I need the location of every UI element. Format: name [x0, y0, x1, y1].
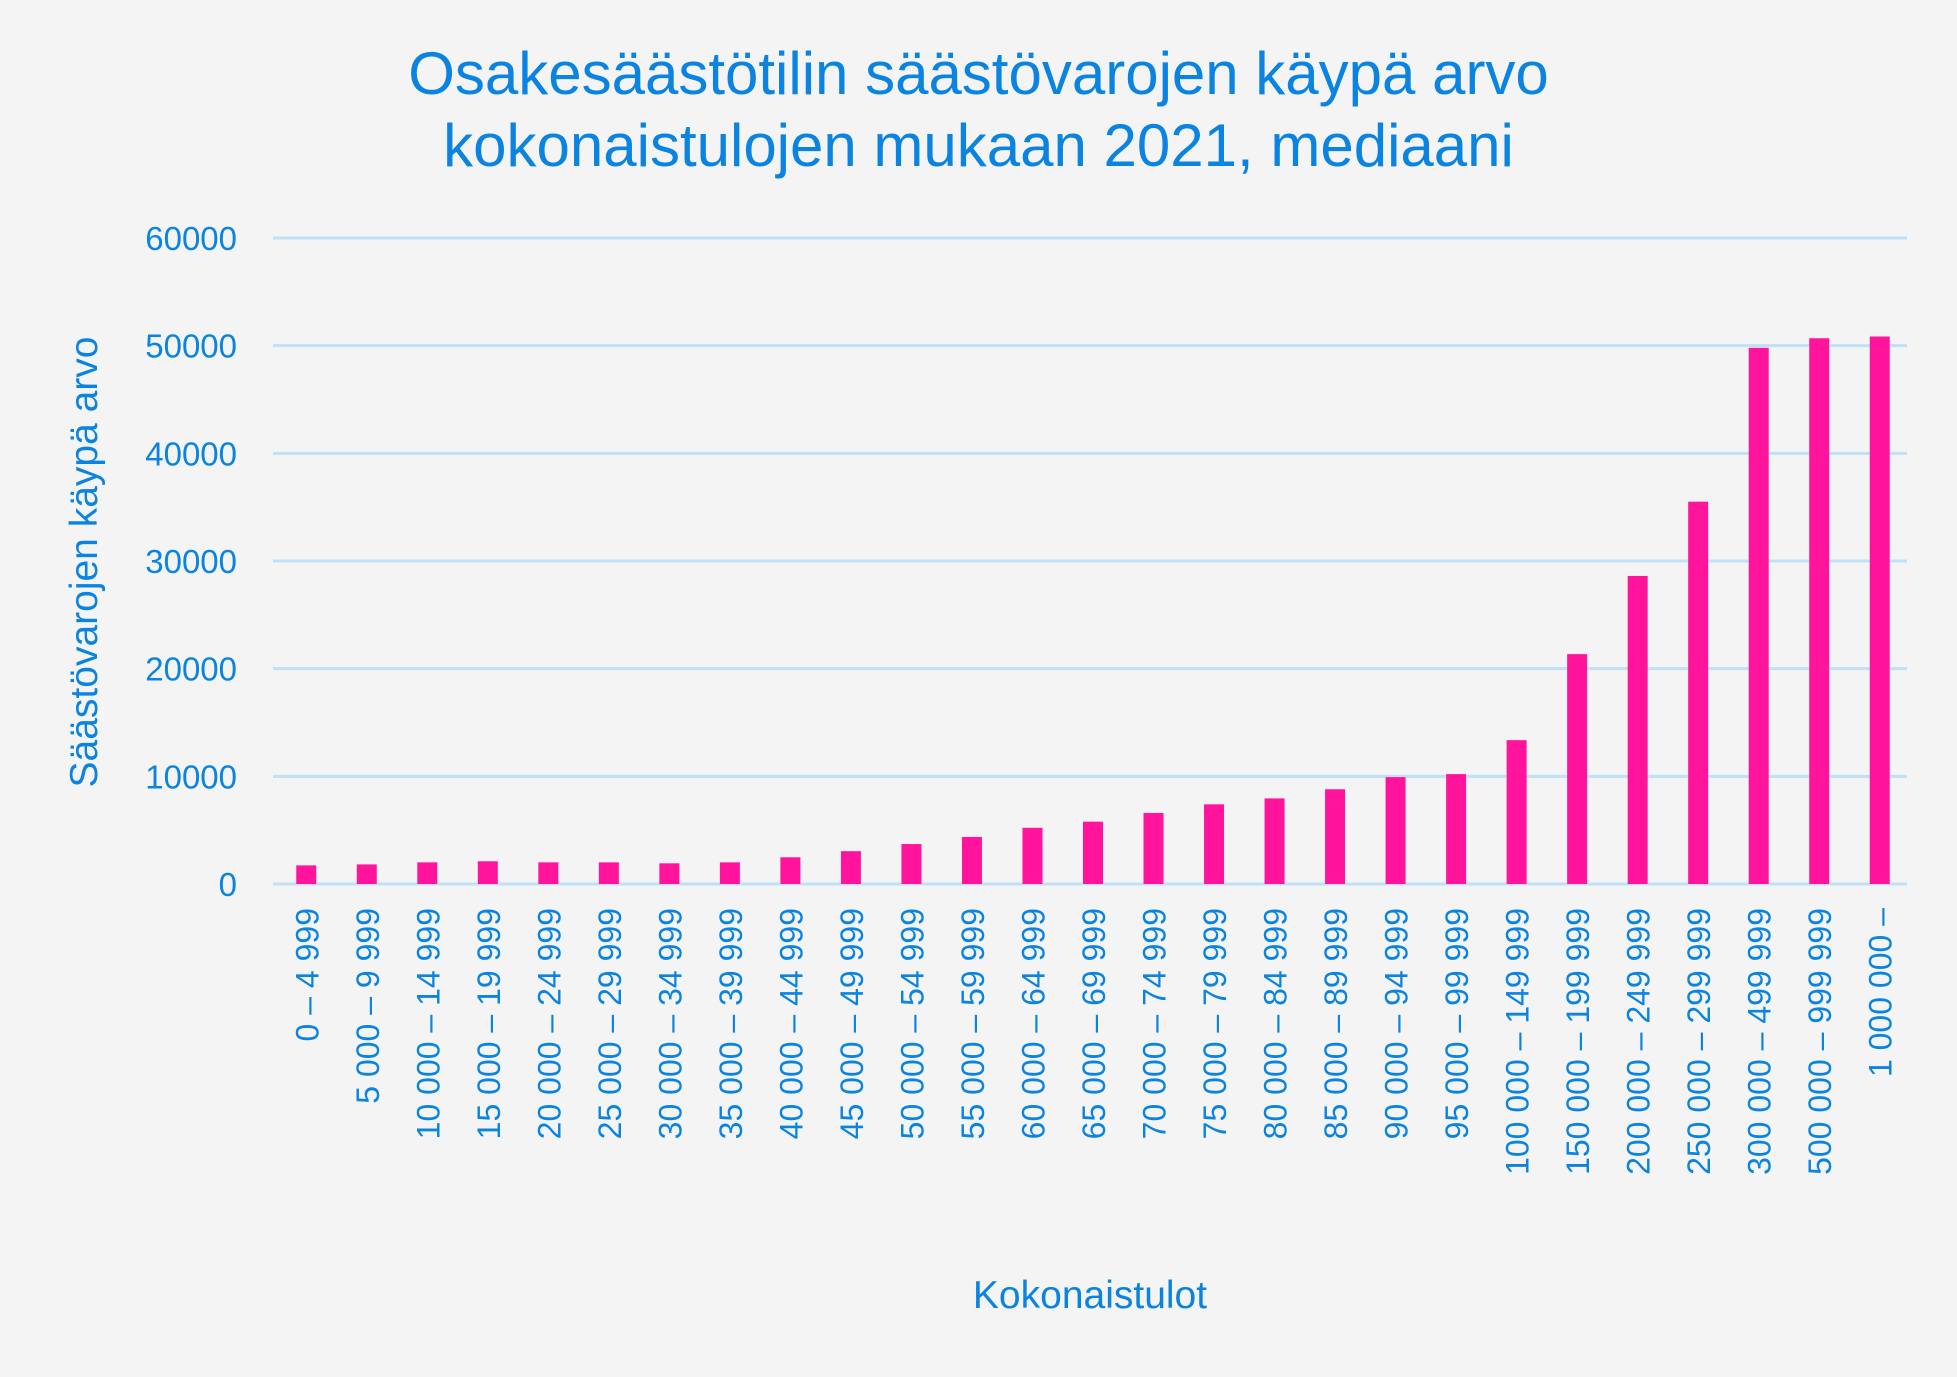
x-tick-label: 65 000 – 69 999 — [1076, 908, 1112, 1139]
x-tick-label: 10 000 – 14 999 — [410, 908, 446, 1139]
x-tick-label: 100 000 – 149 999 — [1500, 908, 1536, 1175]
bar — [1809, 338, 1830, 884]
x-tick-label: 90 000 – 94 999 — [1379, 908, 1415, 1139]
x-tick-label: 50 000 – 54 999 — [894, 908, 930, 1139]
x-tick-label: 35 000 – 39 999 — [713, 908, 749, 1139]
x-tick-label: 150 000 – 199 999 — [1560, 908, 1596, 1175]
bar — [296, 865, 317, 884]
bar — [1688, 501, 1709, 884]
x-tick-label: 40 000 – 44 999 — [773, 908, 809, 1139]
x-tick-label: 0 – 4 999 — [289, 908, 325, 1041]
bar — [659, 863, 680, 884]
x-tick-label: 5 000 – 9 999 — [350, 908, 386, 1104]
bar — [1506, 740, 1527, 884]
y-tick-label: 60000 — [145, 220, 237, 257]
y-axis-title: Säästövarojen käypä arvo — [63, 337, 106, 788]
bar — [1204, 804, 1225, 884]
chart-title-line-2: kokonaistulojen mukaan 2021, mediaani — [443, 112, 1514, 179]
y-tick-label: 30000 — [145, 543, 237, 580]
y-tick-label: 50000 — [145, 328, 237, 365]
x-tick-label: 300 000 – 499 999 — [1742, 908, 1778, 1175]
bar — [538, 862, 559, 884]
bar — [1748, 347, 1769, 884]
chart-title: Osakesäästötilin säästövarojen käypä arv… — [0, 38, 1957, 182]
bar — [719, 862, 740, 884]
bar — [901, 844, 922, 884]
bar — [356, 864, 377, 884]
bar — [1385, 777, 1406, 884]
x-tick-label: 95 000 – 99 999 — [1439, 908, 1475, 1139]
x-tick-label: 20 000 – 24 999 — [531, 908, 567, 1139]
x-tick-label: 25 000 – 29 999 — [592, 908, 628, 1139]
chart-title-line-1: Osakesäästötilin säästövarojen käypä arv… — [408, 40, 1549, 107]
bar — [1264, 798, 1285, 884]
x-tick-label: 45 000 – 49 999 — [834, 908, 870, 1139]
x-tick-label: 500 000 – 999 999 — [1802, 908, 1838, 1175]
y-tick-label: 0 — [219, 866, 237, 903]
bar — [1567, 654, 1588, 884]
bar — [1022, 827, 1043, 884]
y-tick-label: 20000 — [145, 651, 237, 688]
bar — [1325, 789, 1346, 884]
bar — [1446, 774, 1467, 884]
bar — [598, 862, 619, 884]
y-tick-label: 10000 — [145, 758, 237, 795]
x-tick-label: 75 000 – 79 999 — [1197, 908, 1233, 1139]
x-tick-label: 55 000 – 59 999 — [955, 908, 991, 1139]
x-tick-label: 60 000 – 64 999 — [1015, 908, 1051, 1139]
bar — [840, 851, 861, 884]
bar — [780, 857, 801, 884]
bar — [417, 862, 438, 884]
bar — [1627, 575, 1648, 884]
bar — [477, 861, 498, 884]
bar — [1869, 336, 1890, 884]
y-tick-label: 40000 — [145, 435, 237, 472]
x-tick-label: 80 000 – 84 999 — [1258, 908, 1294, 1139]
x-axis-title: Kokonaistulot — [973, 1274, 1207, 1317]
x-tick-label: 200 000 – 249 999 — [1621, 908, 1657, 1175]
x-tick-label: 250 000 – 299 999 — [1681, 908, 1717, 1175]
x-tick-label: 15 000 – 19 999 — [471, 908, 507, 1139]
bar — [961, 836, 982, 884]
x-tick-label: 1 000 000 – — [1863, 908, 1899, 1077]
x-tick-label: 70 000 – 74 999 — [1137, 908, 1173, 1139]
bar — [1083, 821, 1103, 884]
x-tick-label: 30 000 – 34 999 — [652, 908, 688, 1139]
bar — [1143, 812, 1164, 884]
x-tick-label: 85 000 – 89 999 — [1318, 908, 1354, 1139]
